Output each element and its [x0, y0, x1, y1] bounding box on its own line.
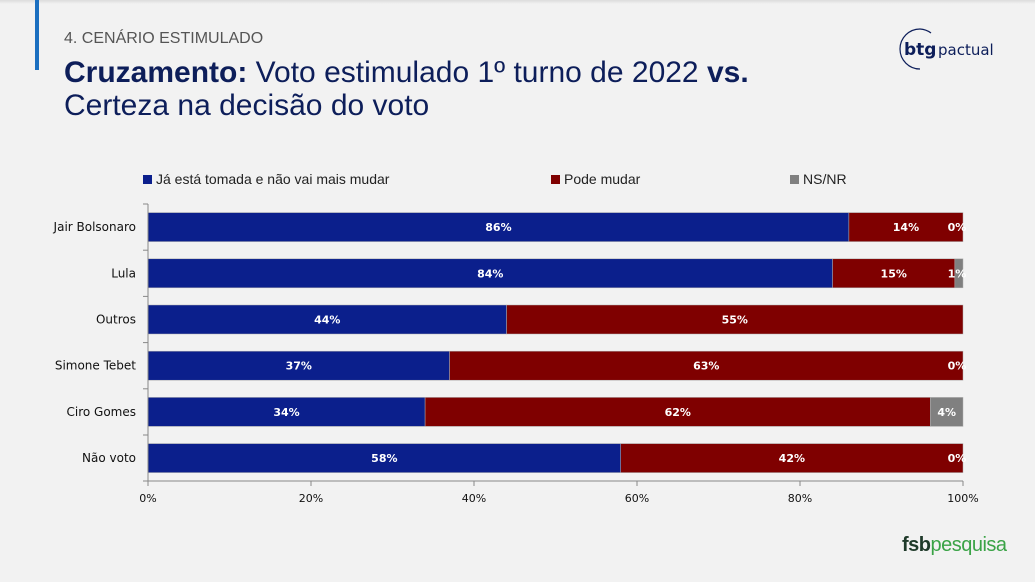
section-label: 4. CENÁRIO ESTIMULADO — [64, 30, 264, 47]
legend-item-pode-mudar: Pode mudar — [551, 171, 640, 187]
category-label: Simone Tebet — [55, 359, 136, 373]
category-label: Lula — [111, 266, 136, 280]
x-tick-label: 0% — [139, 492, 156, 505]
category-label: Outros — [96, 313, 136, 327]
x-tick-label: 40% — [462, 492, 486, 505]
data-label: 37% — [286, 360, 312, 373]
btg-pactual-logo: btg pactual — [899, 28, 994, 70]
bar-segment — [147, 212, 850, 242]
legend-item-nsnr: NS/NR — [790, 171, 847, 187]
x-tick-label: 100% — [947, 492, 978, 505]
data-label: 86% — [485, 221, 511, 234]
data-label: 58% — [371, 452, 397, 465]
category-label: Jair Bolsonaro — [53, 220, 136, 234]
bar-segment — [147, 443, 621, 473]
bar-segment — [832, 258, 956, 289]
bar-segment — [147, 304, 507, 335]
data-label: 44% — [314, 314, 340, 327]
legend-item-tomada: Já está tomada e não vai mais mudar — [143, 171, 389, 187]
data-label: 0% — [948, 221, 967, 234]
bar-segment — [147, 397, 426, 427]
data-label: 1% — [948, 267, 967, 280]
legend-swatch — [551, 174, 560, 184]
page-title: Cruzamento: Voto estimulado 1º turno de … — [64, 56, 749, 122]
title-vs: vs. — [706, 56, 749, 89]
data-label: 84% — [477, 267, 503, 280]
data-label: 0% — [948, 452, 967, 465]
data-label: 34% — [273, 406, 299, 419]
bar-segment — [506, 304, 964, 335]
data-label: 14% — [893, 221, 919, 234]
data-label: 4% — [937, 406, 956, 419]
bar-segment — [930, 397, 964, 427]
category-label: Não voto — [82, 451, 136, 465]
x-tick-label: 80% — [788, 492, 812, 505]
top-shade — [0, 0, 1035, 4]
data-label: 55% — [722, 314, 748, 327]
x-tick-label: 60% — [625, 492, 649, 505]
title-line2: Certeza na decisão do voto — [64, 89, 430, 122]
legend-swatch — [790, 174, 799, 184]
bar-segment — [954, 258, 964, 289]
bar-segment — [620, 443, 964, 473]
accent-bar — [35, 0, 39, 70]
legend-swatch — [143, 174, 152, 184]
bar-segment — [449, 350, 964, 381]
title-regular: Voto estimulado 1º turno de 2022 — [247, 56, 707, 89]
data-label: 62% — [665, 406, 691, 419]
data-label: 15% — [881, 267, 907, 280]
svg-text:btg: btg — [904, 40, 936, 60]
x-tick-label: 20% — [299, 492, 323, 505]
bar-segment — [147, 258, 833, 289]
bar-segment — [147, 350, 450, 381]
data-label: 42% — [779, 452, 805, 465]
data-label: 0% — [948, 360, 967, 373]
svg-text:pactual: pactual — [938, 41, 994, 59]
fsb-pesquisa-logo: fsbpesquisa — [902, 534, 1007, 556]
title-bold: Cruzamento: — [64, 56, 248, 89]
bar-segment — [848, 212, 964, 242]
bar-segment — [424, 397, 931, 427]
category-label: Ciro Gomes — [66, 405, 136, 419]
data-label: 63% — [693, 360, 719, 373]
